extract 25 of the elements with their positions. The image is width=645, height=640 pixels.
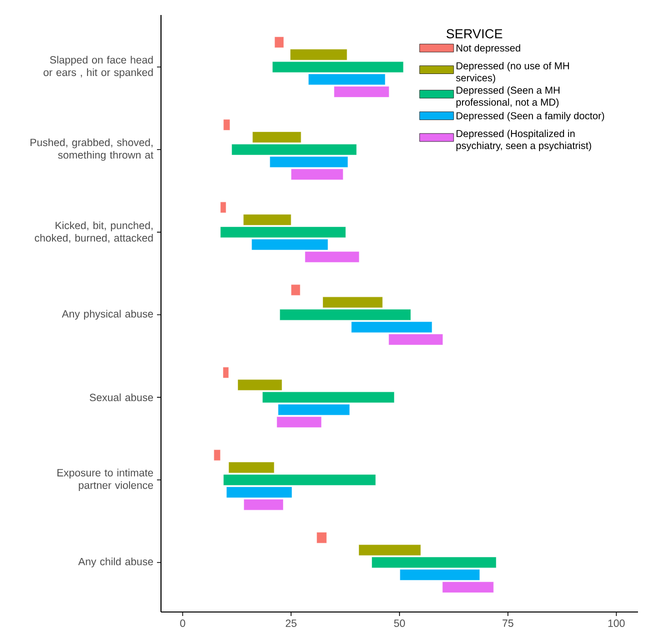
legend-label: Depressed (Hospitalized in psychiatry, seen a psychiatrist) <box>456 130 592 152</box>
y-tick-label: Any physical abuse <box>62 310 153 320</box>
y-tick-label: Sexual abuse <box>90 393 153 402</box>
bar <box>214 450 221 461</box>
bar <box>316 532 327 544</box>
bar <box>274 36 284 48</box>
y-tick-label: Slapped on face head or ears , hit or spanked <box>44 56 153 78</box>
x-tick-label: 0 <box>180 620 186 627</box>
legend-label: Not depressed <box>456 44 520 54</box>
legend-label: Depressed (no use of MH services) <box>456 62 569 84</box>
x-tick-label: 25 <box>286 620 296 627</box>
x-tick-label: 75 <box>502 620 514 627</box>
bar <box>290 284 300 296</box>
y-tick-label: Exposure to intimate partner violence <box>57 468 153 492</box>
y-tick-label: Kicked, bit, punched, choked, burned, attacked <box>34 221 153 243</box>
legend-title: SERVICE <box>446 29 502 38</box>
bar <box>223 119 230 130</box>
legend-label: Depressed (Seen a family doctor) <box>456 112 604 122</box>
y-tick-label: Pushed, grabbed, shoved, something thrown at <box>30 138 154 161</box>
x-tick-label: 100 <box>608 620 625 627</box>
y-tick-label: Any child abuse <box>78 558 153 568</box>
bar <box>222 366 229 378</box>
x-tick-label: 50 <box>394 620 405 627</box>
legend-label: Depressed (Seen a MH professional, not a MD) <box>456 86 560 108</box>
bar <box>220 202 226 213</box>
